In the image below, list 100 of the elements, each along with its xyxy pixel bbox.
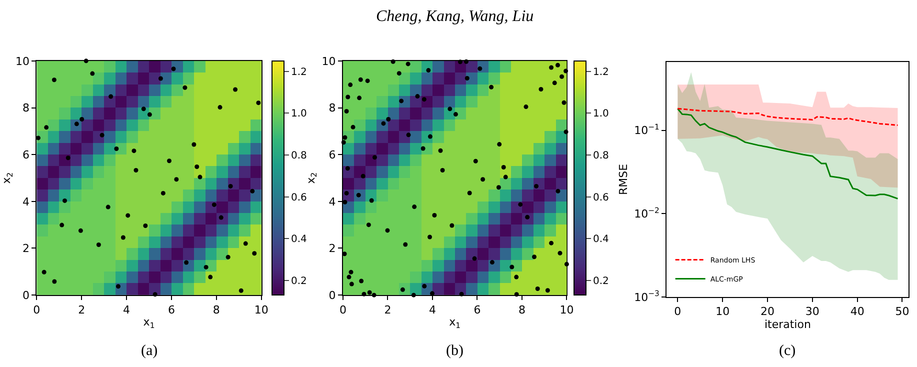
point — [126, 213, 130, 218]
point — [66, 156, 70, 160]
point — [166, 158, 172, 164]
point — [74, 122, 79, 126]
point — [252, 251, 257, 256]
point — [198, 174, 202, 180]
text: (c) — [779, 343, 796, 359]
line-series — [676, 108, 898, 126]
point — [243, 241, 248, 246]
point — [226, 254, 230, 260]
color-bar-label: 0.2 — [593, 276, 609, 287]
color-bar-label: 0.4 — [291, 234, 307, 246]
x-tick-label: 6 — [474, 303, 481, 316]
y-axis-title: RMSE — [616, 164, 630, 195]
point — [184, 260, 189, 265]
x-tick-label: 0 — [33, 303, 40, 316]
point — [233, 87, 238, 92]
point — [171, 66, 176, 72]
point — [228, 184, 233, 188]
color-bar-label: 1.2 — [593, 66, 609, 78]
point — [204, 264, 208, 270]
point — [62, 198, 68, 203]
x-tick-label: 2 — [78, 303, 86, 316]
point — [208, 274, 213, 280]
point — [182, 85, 188, 90]
point — [194, 164, 200, 169]
y-tick-label: 10 — [322, 54, 336, 68]
y-tick-label: 2 — [328, 242, 336, 256]
point — [218, 105, 222, 110]
x-tick-label: 0 — [674, 305, 682, 318]
point — [96, 242, 101, 247]
y-tick-label: 2 — [22, 242, 30, 256]
text: (a) — [141, 343, 158, 359]
y-tick-label: 4 — [328, 195, 336, 208]
point — [218, 215, 224, 220]
x-axis-title: x$_{1}$ — [143, 315, 155, 330]
point — [132, 148, 136, 154]
x-tick-label: 10 — [560, 303, 574, 316]
point — [152, 292, 158, 297]
point — [212, 202, 216, 207]
color-bar-label: 0.4 — [593, 234, 609, 246]
y-tick-label: 6 — [22, 148, 30, 162]
point — [108, 94, 114, 99]
y-tick-label: 8 — [22, 102, 30, 115]
chart-title: Cheng, Kang, Wang, Liu — [376, 8, 534, 25]
point — [192, 142, 196, 147]
y-tick-label: 6 — [328, 148, 336, 162]
point — [90, 71, 95, 76]
point — [256, 100, 261, 106]
y-tick-label: 8 — [328, 102, 336, 115]
x-axis-title: x$_{1}$ — [449, 315, 461, 330]
y-tick-label: 0 — [328, 288, 336, 302]
point — [143, 224, 148, 228]
point — [160, 190, 166, 196]
point — [106, 204, 110, 210]
y-tick-label: 10$^{−2}$ — [634, 206, 660, 220]
point — [158, 76, 163, 81]
y-tick-label: 4 — [22, 195, 30, 208]
color-bar-label: 0.8 — [291, 150, 307, 162]
point — [174, 177, 179, 182]
point — [52, 78, 56, 82]
point — [42, 270, 46, 274]
point — [100, 132, 104, 138]
point — [78, 228, 83, 233]
x-tick-label: 2 — [384, 303, 392, 316]
x-tick-label: 10 — [254, 303, 268, 316]
x-axis-title: iteration — [764, 318, 811, 332]
x-tick-label: 20 — [760, 305, 774, 318]
point — [114, 146, 119, 151]
y-tick-label: 0 — [22, 288, 30, 302]
point — [141, 106, 146, 112]
y-tick-label: 10$^{−1}$ — [634, 122, 660, 138]
point — [116, 284, 120, 289]
x-tick-label: 8 — [212, 303, 220, 316]
x-tick-label: 4 — [428, 303, 436, 316]
point — [44, 125, 49, 130]
line-series — [676, 108, 898, 200]
y-tick-label: 10 — [15, 54, 30, 68]
point — [80, 116, 84, 122]
x-tick-label: 10 — [716, 305, 730, 318]
color-bar-label: 1.0 — [291, 108, 307, 120]
color-bar-label: 1.0 — [593, 108, 609, 120]
color-bar-label: 0.8 — [593, 150, 609, 162]
point — [60, 222, 64, 228]
x-tick-label: 6 — [168, 303, 175, 316]
x-tick-label: 50 — [895, 305, 910, 318]
point — [52, 279, 57, 284]
color-bar-label: 0.6 — [593, 192, 609, 204]
text: (b) — [446, 343, 464, 359]
color-bar-label: 0.6 — [291, 192, 307, 204]
point — [250, 188, 255, 194]
point — [134, 168, 138, 173]
point — [84, 58, 88, 64]
color-bar-label: 0.2 — [291, 276, 307, 287]
point — [147, 112, 152, 117]
point — [238, 288, 244, 293]
x-tick-label: 40 — [850, 305, 864, 318]
point — [36, 136, 40, 140]
y-tick-label: 10$^{−3}$ — [634, 289, 660, 304]
x-tick-label: 8 — [518, 303, 526, 316]
